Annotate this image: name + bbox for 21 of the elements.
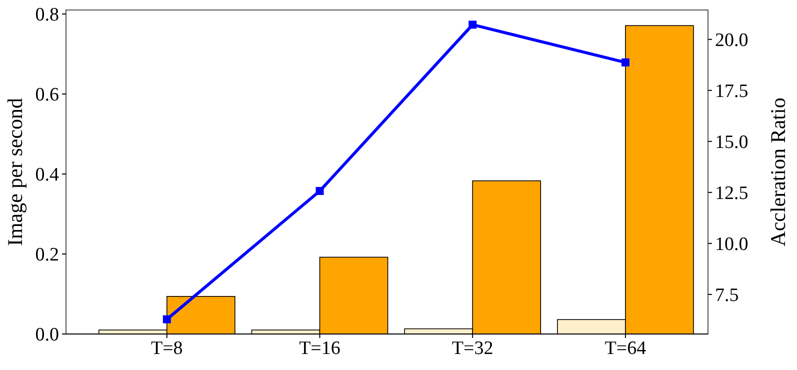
x-tick-label: T=16: [299, 338, 340, 359]
y2-tick-label: 12.5: [715, 183, 748, 204]
y-tick-label: 0.4: [35, 164, 60, 186]
point: [316, 186, 324, 195]
y2-axis-title: Accleration Ratio: [766, 98, 790, 246]
y-tick-label: 0.2: [35, 244, 59, 266]
y2-tick-label: 17.5: [715, 81, 748, 102]
y-tick-label: 0.0: [35, 324, 59, 346]
y2-tick-label: 20.0: [715, 30, 748, 52]
y2-tick-label: 15.0: [715, 132, 748, 154]
point: [162, 315, 171, 324]
x-tick-label: T=8: [150, 338, 183, 359]
y2-tick-label: 10.0: [715, 234, 748, 256]
point: [468, 20, 477, 29]
y-tick-label: 0.8: [35, 4, 59, 26]
y-axis-title: Image per second: [3, 97, 27, 246]
point: [621, 58, 630, 66]
x-tick-label: T=32: [452, 338, 494, 359]
y2-tick-label: 7.5: [715, 285, 739, 306]
y-tick-label: 0.6: [35, 84, 59, 106]
x-tick-label: T=64: [604, 338, 647, 359]
